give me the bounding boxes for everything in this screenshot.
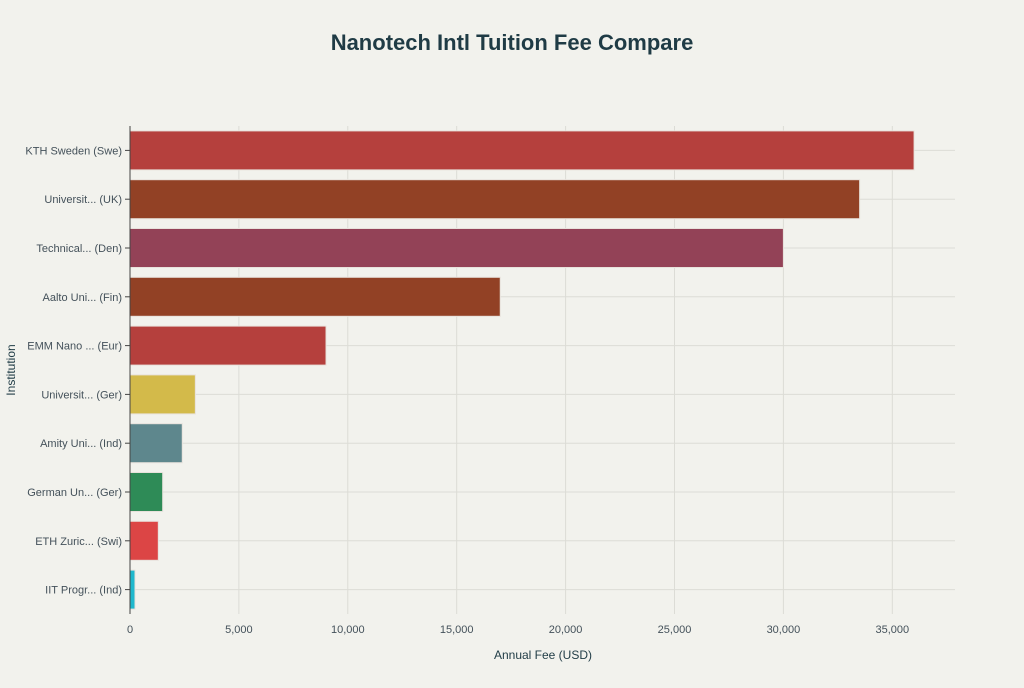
y-axis-ticks: KTH Sweden (Swe) Universit... (UK) Technic…	[25, 145, 130, 597]
x-tick-label: 30,000	[767, 624, 801, 636]
y-tick-label: EMM Nano ... (Eur)	[27, 341, 122, 353]
bar	[129, 423, 183, 464]
bar	[129, 374, 196, 415]
bar	[129, 520, 159, 561]
x-tick-label: 35,000	[875, 624, 909, 636]
bar	[129, 472, 164, 512]
x-tick-label: 20,000	[549, 624, 583, 636]
y-tick-label: Technical... (Den)	[36, 243, 122, 255]
y-tick-label: Amity Uni... (Ind)	[40, 438, 122, 450]
bar	[129, 228, 784, 268]
x-tick-label: 0	[127, 624, 133, 636]
y-tick-label: Universit... (Ger)	[41, 389, 122, 401]
bars	[129, 130, 915, 610]
chart-title: Nanotech Intl Tuition Fee Compare	[331, 30, 694, 55]
y-tick-label: Aalto Uni... (Fin)	[43, 292, 122, 304]
x-tick-label: 25,000	[658, 624, 692, 636]
bar	[129, 276, 501, 317]
y-tick-label: IIT Progr... (Ind)	[45, 585, 122, 597]
x-tick-label: 10,000	[331, 624, 365, 636]
y-tick-label: German Un... (Ger)	[27, 487, 122, 499]
bar	[129, 130, 915, 171]
bar	[129, 569, 136, 610]
bar	[129, 325, 327, 366]
y-tick-label: Universit... (UK)	[44, 194, 122, 206]
y-axis-label: Institution	[4, 344, 18, 395]
x-axis-ticks: 0 5,000 10,000 15,000 20,000 25,000 30,000 35,0…	[127, 624, 909, 636]
x-axis-label: Annual Fee (USD)	[494, 648, 592, 662]
x-tick-label: 15,000	[440, 624, 474, 636]
x-tick-label: 5,000	[225, 624, 253, 636]
y-tick-label: KTH Sweden (Swe)	[25, 145, 122, 157]
bar	[129, 179, 861, 220]
y-tick-label: ETH Zuric... (Swi)	[35, 536, 122, 548]
